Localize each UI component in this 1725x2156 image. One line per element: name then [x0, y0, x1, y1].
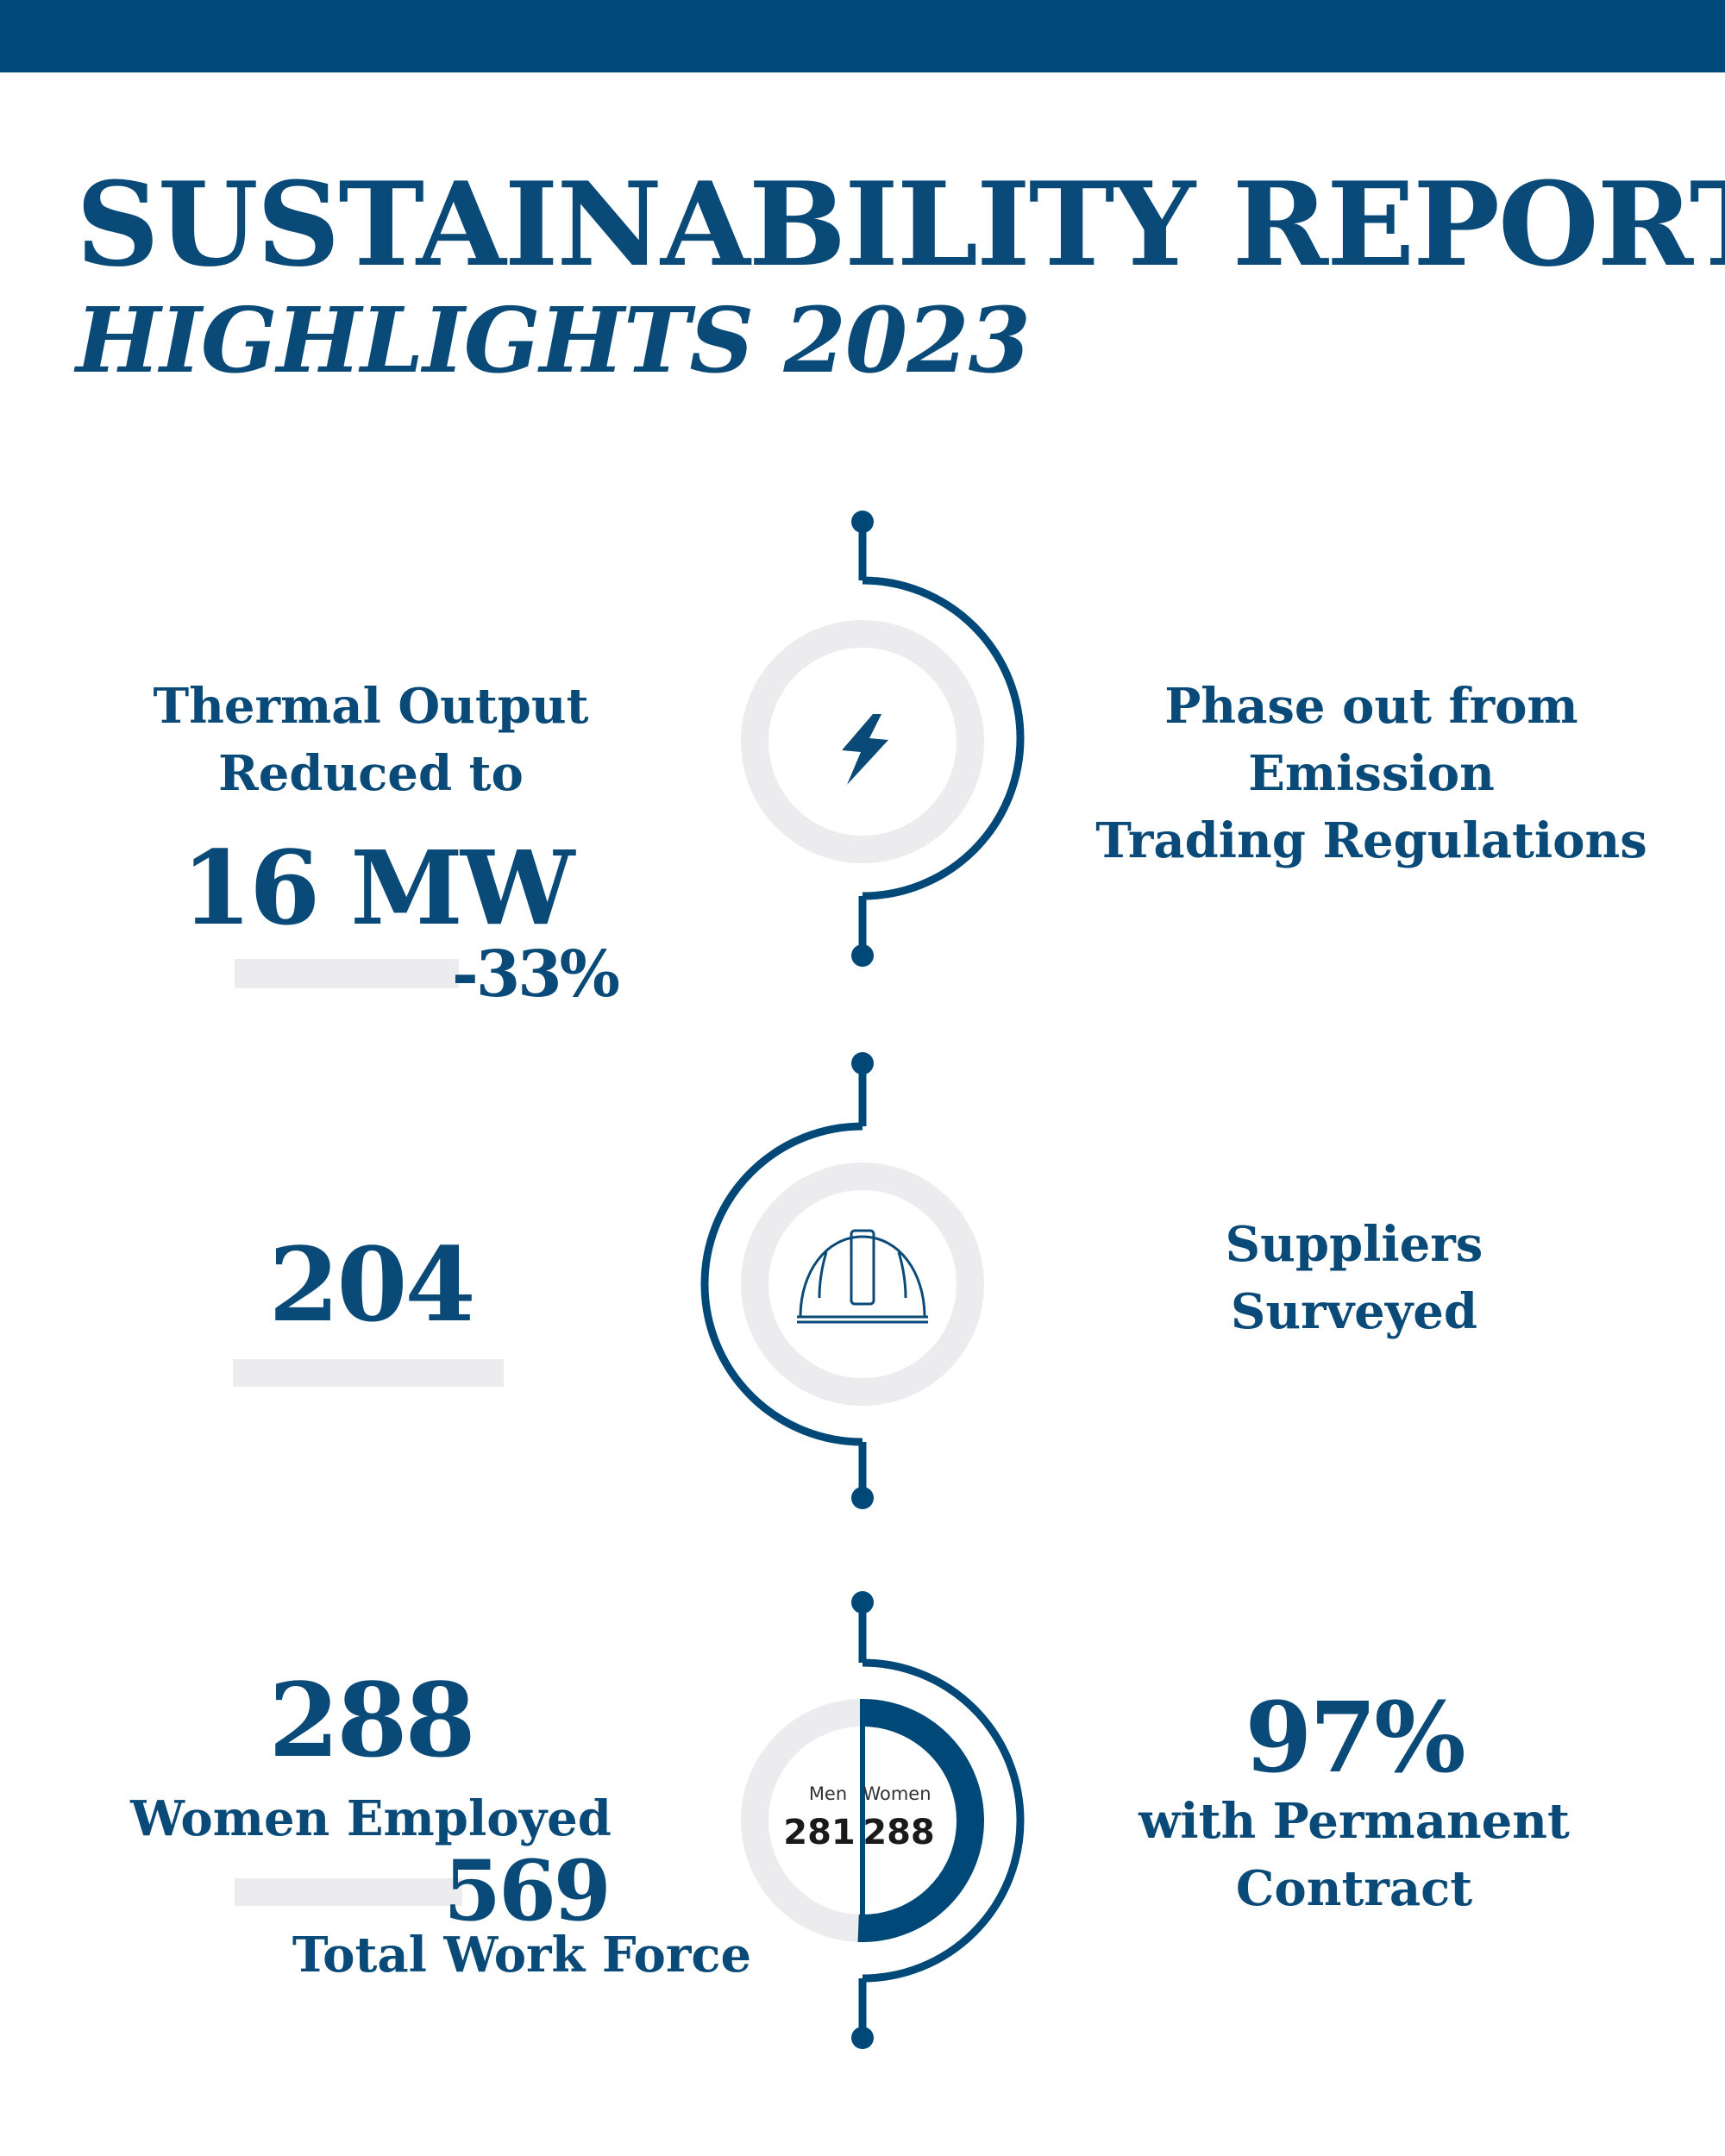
- emission-trading-label: Phase out from Emission Trading Regulati…: [1095, 678, 1647, 869]
- page-title: SUSTAINABILITY REPORT: [76, 156, 1725, 292]
- permanent-contract-value: 97%: [1245, 1682, 1465, 1795]
- suppliers-bar: [233, 1359, 504, 1387]
- section1-connector: [741, 511, 1025, 967]
- section1-ring: [741, 620, 984, 863]
- women-employed-label: Women Employed: [130, 1790, 612, 1847]
- thermal-output-value: 16 MW: [181, 828, 574, 948]
- donut-value-women: 288: [862, 1813, 935, 1852]
- donut-label-men: Men: [808, 1783, 848, 1804]
- workforce-bar: [235, 1878, 462, 1906]
- workforce-donut-chart: [740, 1699, 984, 1942]
- suppliers-value: 204: [268, 1225, 475, 1344]
- donut-value-men: 281: [783, 1813, 856, 1852]
- permanent-contract-label: with Permanent Contract: [1138, 1793, 1570, 1917]
- section2-connector: [700, 1052, 984, 1509]
- section2-ring: [741, 1163, 984, 1406]
- suppliers-label: Suppliers Surveyed: [1225, 1216, 1484, 1340]
- thermal-output-label: Thermal Output Reduced to: [153, 678, 589, 802]
- hard-hat-icon: [797, 1229, 928, 1324]
- top-banner: [0, 0, 1725, 72]
- donut-slice-men: [740, 1699, 863, 1942]
- women-employed-value: 288: [268, 1660, 475, 1780]
- donut-slice-women: [857, 1699, 984, 1942]
- page-subtitle: HIGHLIGHTS 2023: [76, 287, 1031, 393]
- section3-connector: [851, 1591, 1025, 2049]
- donut-label-women: Women: [862, 1783, 932, 1804]
- lightning-bolt-icon: [842, 714, 888, 785]
- total-workforce-value: 569: [443, 1842, 611, 1940]
- thermal-output-bar: [235, 959, 459, 988]
- total-workforce-label: Total Work Force: [292, 1927, 752, 1984]
- thermal-output-change: -33%: [451, 937, 620, 1012]
